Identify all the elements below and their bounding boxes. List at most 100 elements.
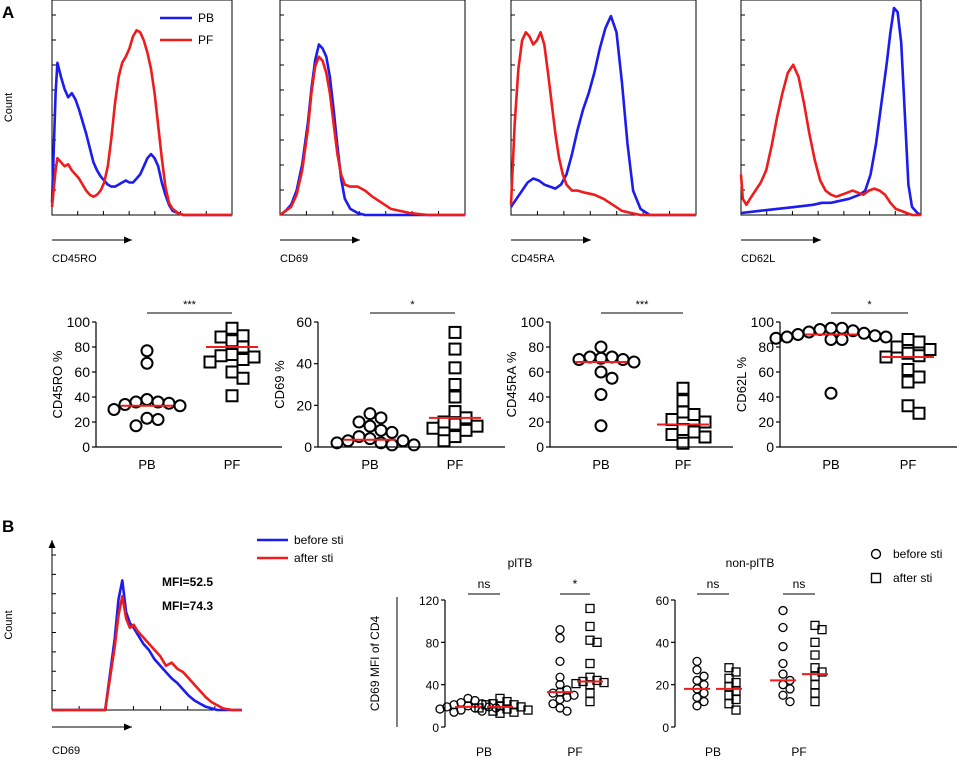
dot-cd69-point-pb xyxy=(363,432,377,446)
hist-cd62l-x-arrow-head xyxy=(813,236,821,244)
hist-cd69-frame xyxy=(279,0,466,216)
dot-pltb-title: plTB xyxy=(508,556,533,570)
dot-cd45ro-point-pf xyxy=(236,371,250,385)
dot-cd62l-point-pf xyxy=(912,406,926,420)
panel-label-a: A xyxy=(2,3,14,22)
dot-cd69-sig-label: * xyxy=(410,299,415,311)
hist-cd45ra-xlabel: CD45RA xyxy=(511,253,555,265)
dot-nonpltb-point-pb-before-sti xyxy=(692,701,702,711)
dot-cd62l-category-label: PB xyxy=(822,457,839,472)
hist-cd69-x-arrow-head xyxy=(352,236,360,244)
dot-nonpltb-title: non-plTB xyxy=(726,556,775,570)
hist-cd45ro-ylabel: Count xyxy=(3,93,15,122)
dot-cd45ro-y-tick-label: 40 xyxy=(74,389,90,405)
dot-pltb-point-pf-before-sti xyxy=(555,633,565,643)
dot-cd62l-point-pf xyxy=(901,375,915,389)
dot-pltb-y-tick-label: 0 xyxy=(432,721,439,735)
dot-cd45ra-point-pb xyxy=(627,355,641,369)
dot-cd62l-y-tick-label: 60 xyxy=(758,364,774,380)
dot-cd45ra-point-pf xyxy=(665,413,679,426)
dot-pltb-y-tick-label: 120 xyxy=(419,594,439,608)
shape-legend-label: after sti xyxy=(893,571,932,585)
dot-cd45ro-point-pf xyxy=(225,389,239,403)
dot-cd69-y-tick-label: 20 xyxy=(296,397,312,413)
dot-cd45ro-point-pf xyxy=(236,329,250,343)
dot-cd45ra-point-pf xyxy=(698,430,712,444)
shape-legend-circle xyxy=(870,548,882,560)
dot-nonpltb-point-pf-after-sti xyxy=(810,637,820,647)
dot-cd62l-point-pb xyxy=(813,323,827,336)
dot-pltb-point-pb-after-sti xyxy=(481,700,491,710)
dot-cd45ra-point-pf xyxy=(687,408,701,421)
dot-cd69-point-pb xyxy=(363,419,377,433)
dot-cd62l-point-pb xyxy=(780,330,794,344)
dot-pltb-point-pf-after-sti xyxy=(592,637,602,647)
dot-cd69-point-pb xyxy=(396,434,410,448)
dot-nonpltb-point-pf-before-sti xyxy=(778,605,788,616)
dot-cd62l-point-pf xyxy=(901,399,915,413)
dot-pltb-category-label: PF xyxy=(567,745,582,759)
dot-cd62l-point-pf xyxy=(912,335,926,349)
dot-pltb-point-pb-after-sti xyxy=(523,705,533,715)
dot-cd45ro-point-pf xyxy=(247,350,261,364)
hist-cd45ra-series-pf xyxy=(509,30,696,217)
dot-cd69-point-pf xyxy=(448,430,462,444)
dot-cd62l-point-pb xyxy=(824,333,838,346)
dot-cd62l-point-pf xyxy=(912,370,926,384)
hist-cd45ro-x-arrow-head xyxy=(124,236,132,244)
dot-cd62l-point-pb xyxy=(791,328,805,341)
hist-cd69-series-pf xyxy=(279,55,465,217)
dot-cd62l-point-pf xyxy=(901,363,915,376)
dot-cd45ro-point-pb xyxy=(173,399,187,413)
dot-cd69-y-tick-label: 40 xyxy=(296,356,312,372)
dot-cd62l-point-pb xyxy=(857,326,871,340)
dot-cd45ra-category-label: PF xyxy=(675,457,692,472)
hist-cd69-xlabel: CD69 xyxy=(280,253,308,265)
dot-cd45ro-point-pf xyxy=(214,349,228,363)
dot-cd45ra-point-pf xyxy=(676,405,690,419)
dot-nonpltb-point-pb-before-sti xyxy=(692,656,702,667)
chart-layer: CD45RO Count CD69 CD45RA CD62L CD69 Count MFI=5… xyxy=(3,0,957,759)
dot-cd69-point-pf xyxy=(448,378,462,391)
dot-pltb-point-pb-before-sti xyxy=(449,707,459,717)
dot-cd62l-point-pb xyxy=(879,330,893,344)
dot-cd69-ylabel: CD69 % xyxy=(272,360,287,409)
dot-cd62l-y-tick-label: 100 xyxy=(751,314,775,330)
dot-cd45ro-point-pf xyxy=(225,365,239,379)
hist-cd62l-frame xyxy=(740,0,922,216)
dot-cd69-point-pf xyxy=(470,419,484,433)
dot-cd62l-point-pf xyxy=(912,349,926,363)
dot-cd45ra-point-pb xyxy=(605,371,619,385)
hist-cd45ro-frame xyxy=(51,0,233,216)
dot-pltb-y-tick-label: 40 xyxy=(426,679,440,693)
dot-cd45ro-point-pf xyxy=(236,353,250,366)
dot-nonpltb-y-tick-label: 60 xyxy=(656,594,670,608)
dot-pltb-point-pf-before-sti xyxy=(548,699,558,709)
dot-cd69-point-pf xyxy=(426,421,440,435)
dot-cd45ra-y-tick-label: 0 xyxy=(536,439,544,455)
dot-cd69-category-label: PF xyxy=(447,457,464,472)
dot-cd69-point-pb xyxy=(352,415,366,429)
dot-cd45ra-point-pb xyxy=(594,419,608,433)
dot-cd45ro-y-tick-label: 100 xyxy=(67,314,91,330)
dot-nonpltb-category-label: PB xyxy=(705,745,721,759)
dot-cd62l-y-tick-label: 80 xyxy=(758,339,774,355)
dot-cd45ro-point-pb xyxy=(140,411,154,425)
dot-cd69-point-pf xyxy=(448,361,462,375)
dot-cd45ro-sig-label: *** xyxy=(183,299,197,311)
dot-nonpltb-point-pf-before-sti xyxy=(785,696,795,707)
dot-pltb-y-tick-label: 80 xyxy=(426,636,440,650)
dot-cd69-category-label: PB xyxy=(361,457,378,472)
hist-cd69-b-x-arrow-head xyxy=(124,723,132,731)
hist-cd69-b-series-before-sti xyxy=(52,579,242,712)
dot-cd45ra-point-pb xyxy=(583,350,597,364)
dot-cd69-point-pb xyxy=(363,407,377,421)
dot-nonpltb-sig-label: ns xyxy=(707,577,720,591)
dot-cd45ro-point-pf xyxy=(225,321,239,335)
dot-cd45ro-point-pb xyxy=(107,403,121,416)
legend-a-label: PF xyxy=(198,33,213,47)
dot-cd45ra-point-pb xyxy=(605,350,619,364)
dot-cd45ro-point-pf xyxy=(225,348,239,361)
hist-cd62l-series-pf xyxy=(739,63,921,217)
hist-cd69-b-annotation: MFI=74.3 xyxy=(162,599,213,613)
